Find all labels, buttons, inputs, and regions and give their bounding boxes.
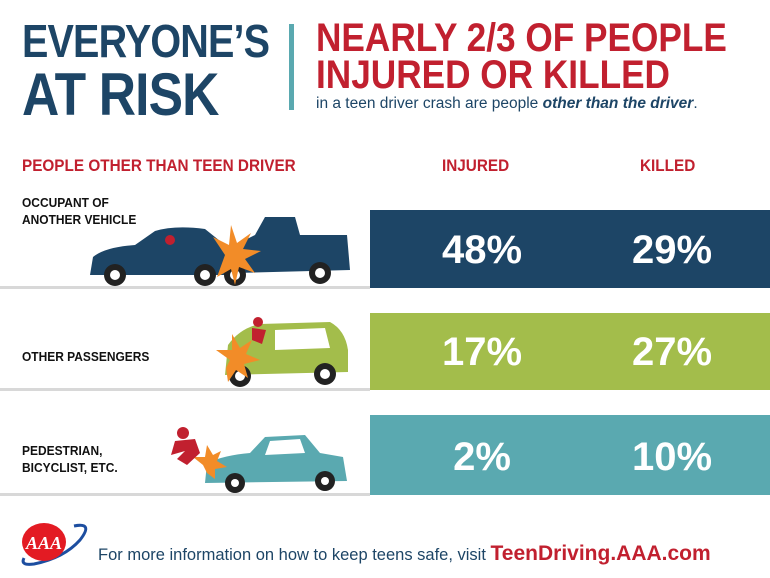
- footer-link[interactable]: TeenDriving.AAA.com: [490, 542, 711, 565]
- row-label-line: OCCUPANT OF: [22, 195, 109, 210]
- row-band-pedestrian: [370, 415, 770, 495]
- left-title: EVERYONE’S AT RISK: [22, 15, 270, 128]
- subtitle: in a teen driver crash are people other …: [316, 95, 698, 113]
- row-label-line: BICYCLIST, ETC.: [22, 460, 118, 475]
- row-label-pedestrian: PEDESTRIAN, BICYCLIST, ETC.: [22, 442, 118, 476]
- row-label-occupant: OCCUPANT OF ANOTHER VEHICLE: [22, 194, 136, 228]
- left-title-line2: AT RISK: [22, 61, 219, 128]
- left-title-line1: EVERYONE’S: [22, 15, 270, 67]
- column-header-people: PEOPLE OTHER THAN TEEN DRIVER: [22, 156, 296, 175]
- column-header-injured: INJURED: [442, 156, 510, 175]
- right-title-line1: NEARLY 2/3 OF PEOPLE: [316, 16, 727, 60]
- row-underline: [0, 388, 370, 391]
- killed-value: 10%: [631, 435, 713, 479]
- row-label-line: PEDESTRIAN,: [22, 443, 103, 458]
- two-car-crash-icon: [90, 217, 350, 286]
- row-label-line: ANOTHER VEHICLE: [22, 212, 137, 227]
- injured-value: 48%: [441, 228, 523, 272]
- svg-text:AAA: AAA: [25, 533, 62, 553]
- footer-message: For more information on how to keep teen…: [98, 546, 491, 564]
- row-underline: [0, 286, 370, 289]
- injured-value: 2%: [453, 435, 511, 479]
- killed-value: 29%: [631, 228, 713, 272]
- subtitle-emphasis: other than the driver: [542, 95, 694, 112]
- column-header-killed: KILLED: [640, 156, 696, 175]
- row-label-passengers: OTHER PASSENGERS: [22, 348, 149, 365]
- injured-value: 17%: [441, 330, 523, 374]
- right-title: NEARLY 2/3 OF PEOPLE INJURED OR KILLED: [316, 16, 727, 97]
- row-band-occupant: [370, 210, 770, 288]
- divider: [289, 24, 294, 110]
- row-underline: [0, 493, 370, 496]
- subtitle-end: .: [693, 95, 698, 112]
- footer-text: For more information on how to keep teen…: [98, 542, 711, 566]
- aaa-logo: AAA: [21, 523, 88, 566]
- row-band-passengers: [370, 313, 770, 390]
- right-title-line2: INJURED OR KILLED: [316, 53, 670, 97]
- row-label-line: OTHER PASSENGERS: [22, 349, 150, 364]
- subtitle-text: in a teen driver crash are people: [316, 95, 543, 112]
- pedestrian-crash-icon: [171, 427, 347, 493]
- killed-value: 27%: [631, 330, 713, 374]
- passenger-crash-icon: [216, 317, 348, 387]
